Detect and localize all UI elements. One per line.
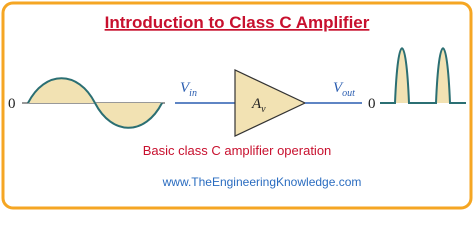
- vin-main: V: [180, 80, 191, 96]
- zero-label: 0: [368, 96, 376, 112]
- pulse-wave: [380, 47, 466, 104]
- zero-label: 0: [8, 96, 16, 112]
- amplifier-triangle: [234, 69, 307, 137]
- diagram: Introduction to Class C Amplifier 0 Vin …: [1, 1, 473, 210]
- sine-wave: [27, 77, 163, 129]
- av-sub: v: [261, 104, 266, 115]
- vout-main: V: [333, 80, 344, 96]
- av-label: Av: [251, 96, 266, 115]
- title: Introduction to Class C Amplifier: [105, 13, 370, 32]
- page: Introduction to Class C Amplifier 0 Vin …: [0, 0, 474, 211]
- caption: Basic class C amplifier operation: [143, 143, 332, 158]
- url: www.TheEngineeringKnowledge.com: [162, 175, 362, 189]
- vout-sub: out: [342, 88, 355, 99]
- av-main: A: [251, 96, 262, 112]
- vout-label: Vout: [333, 80, 355, 99]
- vin-sub: in: [189, 88, 197, 99]
- vin-label: Vin: [180, 80, 197, 99]
